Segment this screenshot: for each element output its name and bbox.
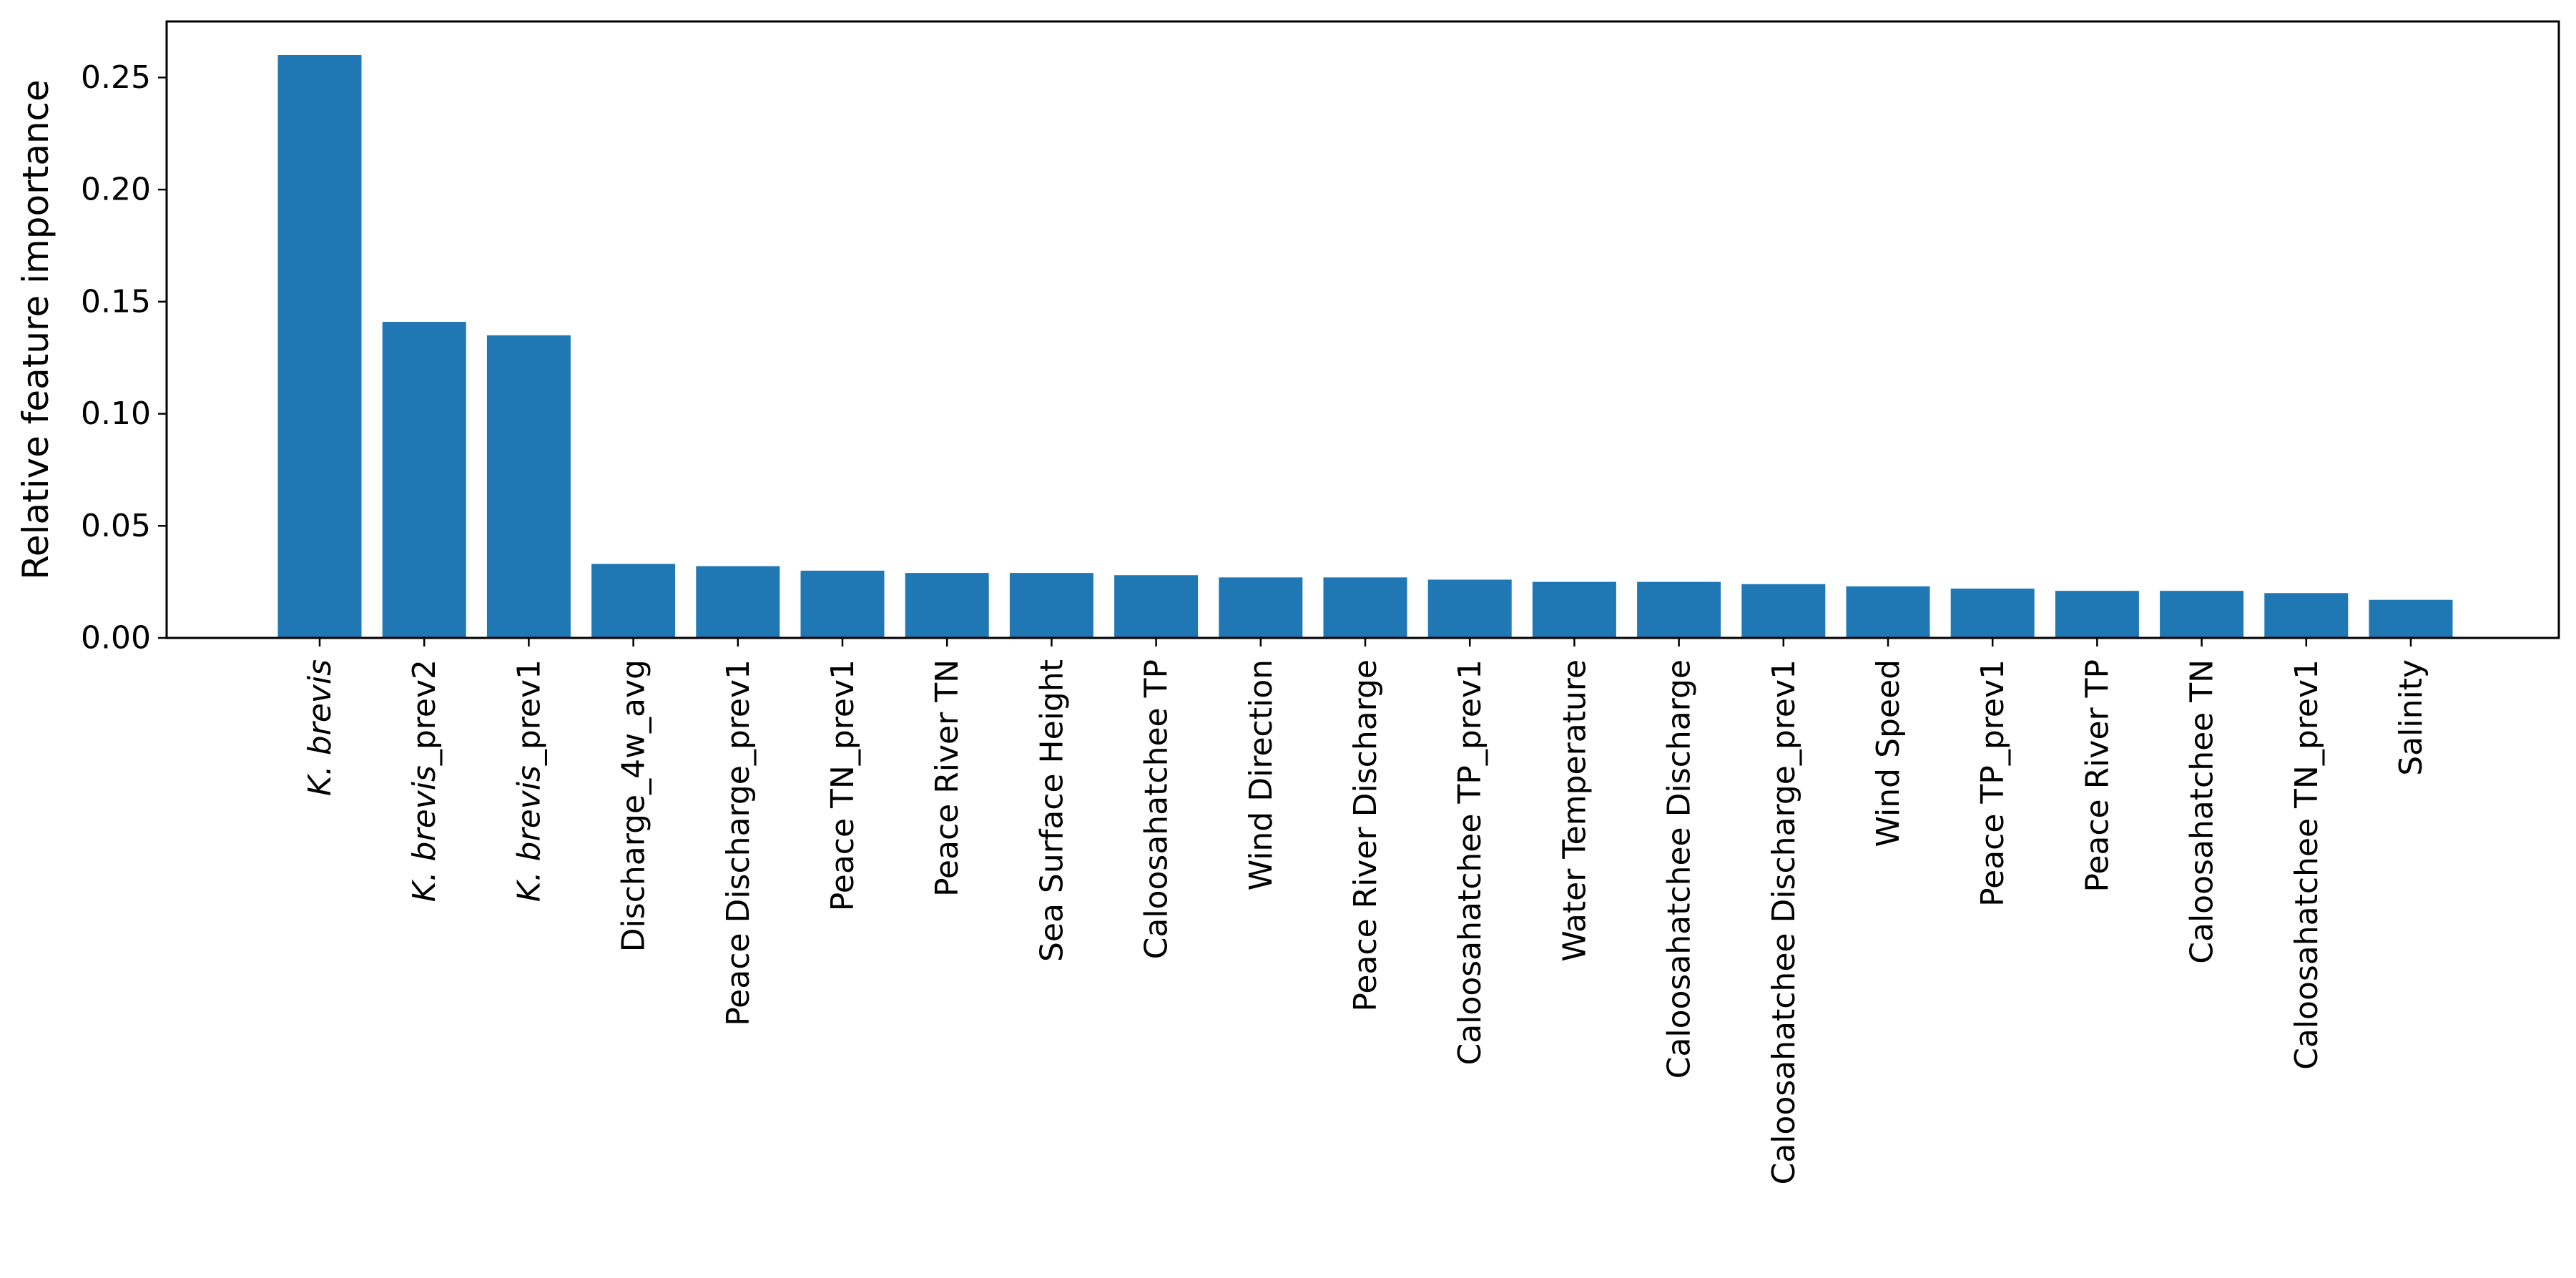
bar <box>2264 593 2349 638</box>
y-axis: 0.00 0.05 0.10 0.15 0.20 0.25 <box>81 59 167 657</box>
x-tick-label-suffix: Caloosahatchee Discharge_prev1 <box>1765 659 1801 1185</box>
bar <box>1219 577 1303 638</box>
bar <box>1009 573 1093 638</box>
x-tick-label: Peace River TN <box>929 659 965 897</box>
x-tick-label: K. brevis_prev2 <box>406 659 443 902</box>
bar <box>1846 586 1930 638</box>
bar <box>382 322 466 638</box>
bars-group <box>277 55 2453 638</box>
x-tick-label: Peace TP_prev1 <box>1975 659 2011 907</box>
y-tick-label: 0.10 <box>81 395 151 432</box>
y-tick-label: 0.25 <box>81 59 151 96</box>
x-tick-label: Peace River TP <box>2079 659 2115 893</box>
bar <box>486 335 571 638</box>
x-tick-label-suffix: Peace TN_prev1 <box>825 659 861 911</box>
x-tick-label-suffix: Peace River Discharge <box>1347 659 1384 1012</box>
x-tick-label-suffix: Wind Direction <box>1242 659 1279 890</box>
x-tick-label-italic: K. brevis <box>511 765 547 902</box>
bar <box>1637 581 1721 638</box>
bar <box>277 55 362 638</box>
bar <box>1741 584 1826 638</box>
x-tick-label: Wind Direction <box>1242 659 1279 890</box>
x-tick-label-suffix: Peace River TN <box>929 659 965 897</box>
bar <box>800 570 885 638</box>
bar <box>1950 589 2035 638</box>
x-tick-label-suffix: Caloosahatchee TP_prev1 <box>1452 659 1488 1066</box>
x-tick-label-suffix: Sea Surface Height <box>1033 659 1070 962</box>
x-tick-label: K. brevis <box>302 659 338 796</box>
x-tick-label: Caloosahatchee TN <box>2183 659 2220 964</box>
bar <box>1427 579 1512 638</box>
x-tick-label-suffix: Caloosahatchee TN_prev1 <box>2288 659 2324 1070</box>
plot-frame <box>165 20 2560 639</box>
x-tick-label: K. brevis_prev1 <box>511 659 547 902</box>
x-tick-label-italic: K. brevis <box>302 659 338 796</box>
x-tick-label-suffix: Caloosahatchee Discharge <box>1661 659 1697 1078</box>
x-tick-label: Salinity <box>2393 659 2429 776</box>
y-tick-label: 0.05 <box>81 508 151 544</box>
x-tick-label-suffix: Salinity <box>2393 659 2429 776</box>
x-tick-label-suffix: Caloosahatchee TP <box>1138 659 1174 959</box>
x-tick-label-suffix: Peace Discharge_prev1 <box>719 659 756 1026</box>
x-tick-label: Peace TN_prev1 <box>825 659 861 911</box>
y-tick-label: 0.20 <box>81 172 151 208</box>
x-tick-label: Caloosahatchee TP <box>1138 659 1174 959</box>
bar <box>1323 577 1407 638</box>
x-tick-label: Peace River Discharge <box>1347 659 1384 1012</box>
y-axis-label: Relative feature importance <box>15 79 56 580</box>
x-tick-label: Caloosahatchee TN_prev1 <box>2288 659 2324 1070</box>
x-tick-label: Sea Surface Height <box>1033 659 1070 962</box>
bar <box>2369 599 2453 638</box>
x-tick-label-italic: K. brevis <box>406 765 443 902</box>
x-tick-label-suffix: Peace TP_prev1 <box>1975 659 2011 907</box>
bar <box>905 573 989 638</box>
bar <box>2160 591 2244 638</box>
x-tick-label: Wind Speed <box>1870 659 1907 847</box>
x-tick-label-suffix: Discharge_4w_avg <box>615 659 652 952</box>
bar <box>696 566 780 638</box>
y-tick-label: 0.15 <box>81 283 151 320</box>
x-tick-label: Caloosahatchee Discharge <box>1661 659 1697 1078</box>
y-tick-label: 0.00 <box>81 620 151 657</box>
x-tick-label: Peace Discharge_prev1 <box>719 659 756 1026</box>
bar <box>1114 575 1199 638</box>
x-tick-label-suffix: Caloosahatchee TN <box>2183 659 2220 964</box>
x-tick-label: Caloosahatchee TP_prev1 <box>1452 659 1488 1066</box>
x-tick-label: Discharge_4w_avg <box>615 659 652 952</box>
bar <box>2055 591 2139 638</box>
x-tick-label: Water Temperature <box>1556 659 1593 962</box>
bar <box>591 564 676 638</box>
bar <box>1532 581 1616 638</box>
x-tick-label-suffix: _prev2 <box>406 659 443 766</box>
x-tick-label-suffix: Wind Speed <box>1870 659 1907 847</box>
x-tick-label: Caloosahatchee Discharge_prev1 <box>1765 659 1801 1185</box>
x-tick-label-suffix: Peace River TP <box>2079 659 2115 893</box>
x-tick-label-suffix: _prev1 <box>511 659 547 766</box>
x-tick-label-suffix: Water Temperature <box>1556 659 1593 962</box>
